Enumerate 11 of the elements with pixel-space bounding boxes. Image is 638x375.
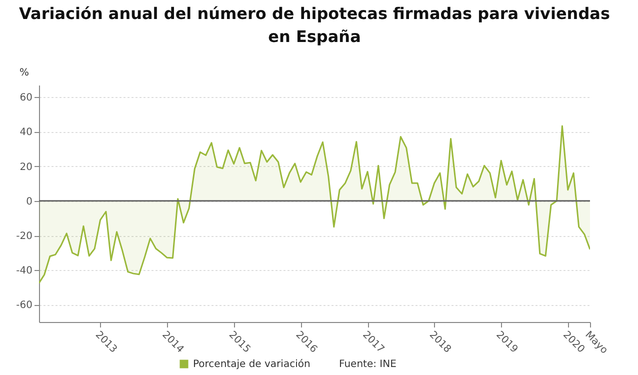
y-tick-label: -40 [16, 266, 32, 277]
y-tick-label: -20 [16, 231, 32, 242]
y-tick-label: 40 [20, 127, 32, 138]
y-tick-label: 60 [20, 92, 32, 104]
source-note: Fuente: INE [339, 359, 396, 370]
y-tick-label: -60 [16, 300, 32, 312]
y-tick-label: 0 [26, 196, 32, 208]
y-axis-title: % [20, 68, 30, 78]
y-tick-label: 20 [20, 162, 32, 173]
legend-label: Porcentaje de variación [193, 359, 310, 370]
chart-title: Variación anual del número de hipotecas firmadas para viviendas en España [19, 4, 610, 46]
